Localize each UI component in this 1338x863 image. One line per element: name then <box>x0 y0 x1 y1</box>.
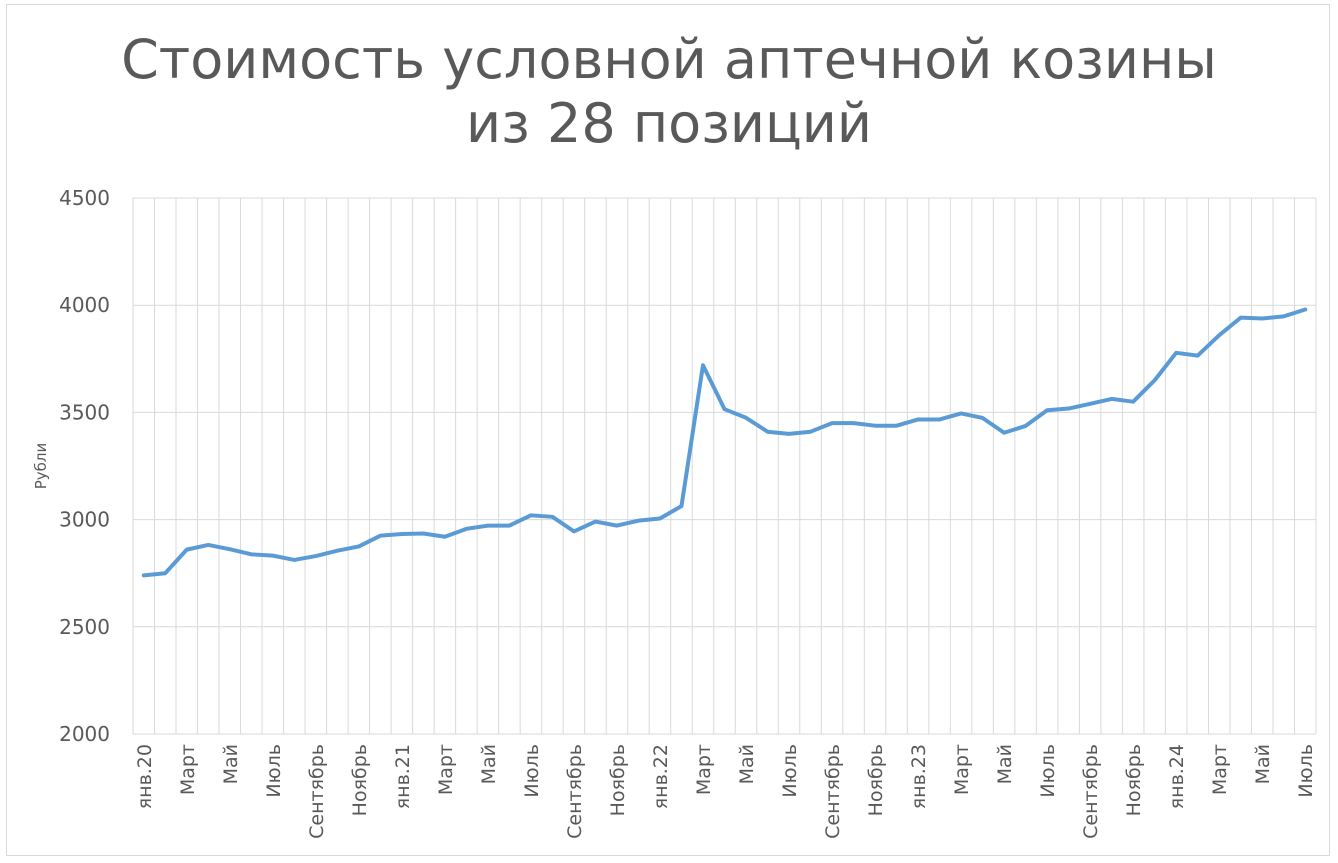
x-tick-label: Ноябрь <box>865 744 887 816</box>
y-axis-tick-labels: 2000 2500 3000 3500 4000 4500 <box>59 186 110 746</box>
y-tick-label: 2000 <box>59 722 110 746</box>
x-tick-label: Июль <box>1295 744 1317 798</box>
y-tick-label: 4000 <box>59 293 110 317</box>
x-tick-label: Май <box>478 744 500 784</box>
x-tick-label: Сентябрь <box>306 744 328 839</box>
x-tick-label: Март <box>177 744 199 795</box>
x-tick-label: Ноябрь <box>1123 744 1145 816</box>
y-tick-label: 3500 <box>59 400 110 424</box>
x-tick-label: янв.24 <box>1166 744 1188 809</box>
x-tick-label: Май <box>736 744 758 784</box>
x-tick-label: Ноябрь <box>607 744 629 816</box>
x-tick-label: Июль <box>779 744 801 798</box>
chart-title-line-1: Стоимость условной аптечной козины <box>121 28 1217 91</box>
x-tick-label: Июль <box>521 744 543 798</box>
x-tick-label: Сентябрь <box>564 744 586 839</box>
x-tick-label: Июль <box>1037 744 1059 798</box>
x-tick-label: Май <box>994 744 1016 784</box>
x-tick-label: Март <box>693 744 715 795</box>
y-axis-label: Рубли <box>32 443 50 490</box>
x-tick-label: янв.20 <box>134 744 156 809</box>
x-tick-label: Май <box>1252 744 1274 784</box>
x-tick-label: Март <box>951 744 973 795</box>
series-line <box>141 307 1308 578</box>
x-tick-label: янв.22 <box>650 744 672 809</box>
y-tick-label: 4500 <box>59 186 110 210</box>
x-tick-label: Март <box>1209 744 1231 795</box>
x-tick-label: Март <box>435 744 457 795</box>
chart-title: Стоимость условной аптечной козины из 28… <box>0 28 1338 156</box>
chart-title-line-2: из 28 позиций <box>466 92 872 155</box>
x-axis-tick-labels: янв.20 Март Май Июль Сентябрь Ноябрь янв.21 Мар… <box>134 744 1317 839</box>
y-tick-label: 3000 <box>59 508 110 532</box>
chart-frame <box>6 4 1330 856</box>
x-tick-label: Май <box>220 744 242 784</box>
x-tick-label: Сентябрь <box>822 744 844 839</box>
x-tick-label: янв.23 <box>908 744 930 809</box>
x-tick-label: Сентябрь <box>1080 744 1102 839</box>
x-tick-label: Июль <box>263 744 285 798</box>
vertical-gridlines <box>132 198 1317 734</box>
x-tick-label: янв.21 <box>392 744 414 809</box>
horizontal-gridlines <box>133 197 1316 735</box>
x-tick-label: Ноябрь <box>349 744 371 816</box>
y-tick-label: 2500 <box>59 615 110 639</box>
